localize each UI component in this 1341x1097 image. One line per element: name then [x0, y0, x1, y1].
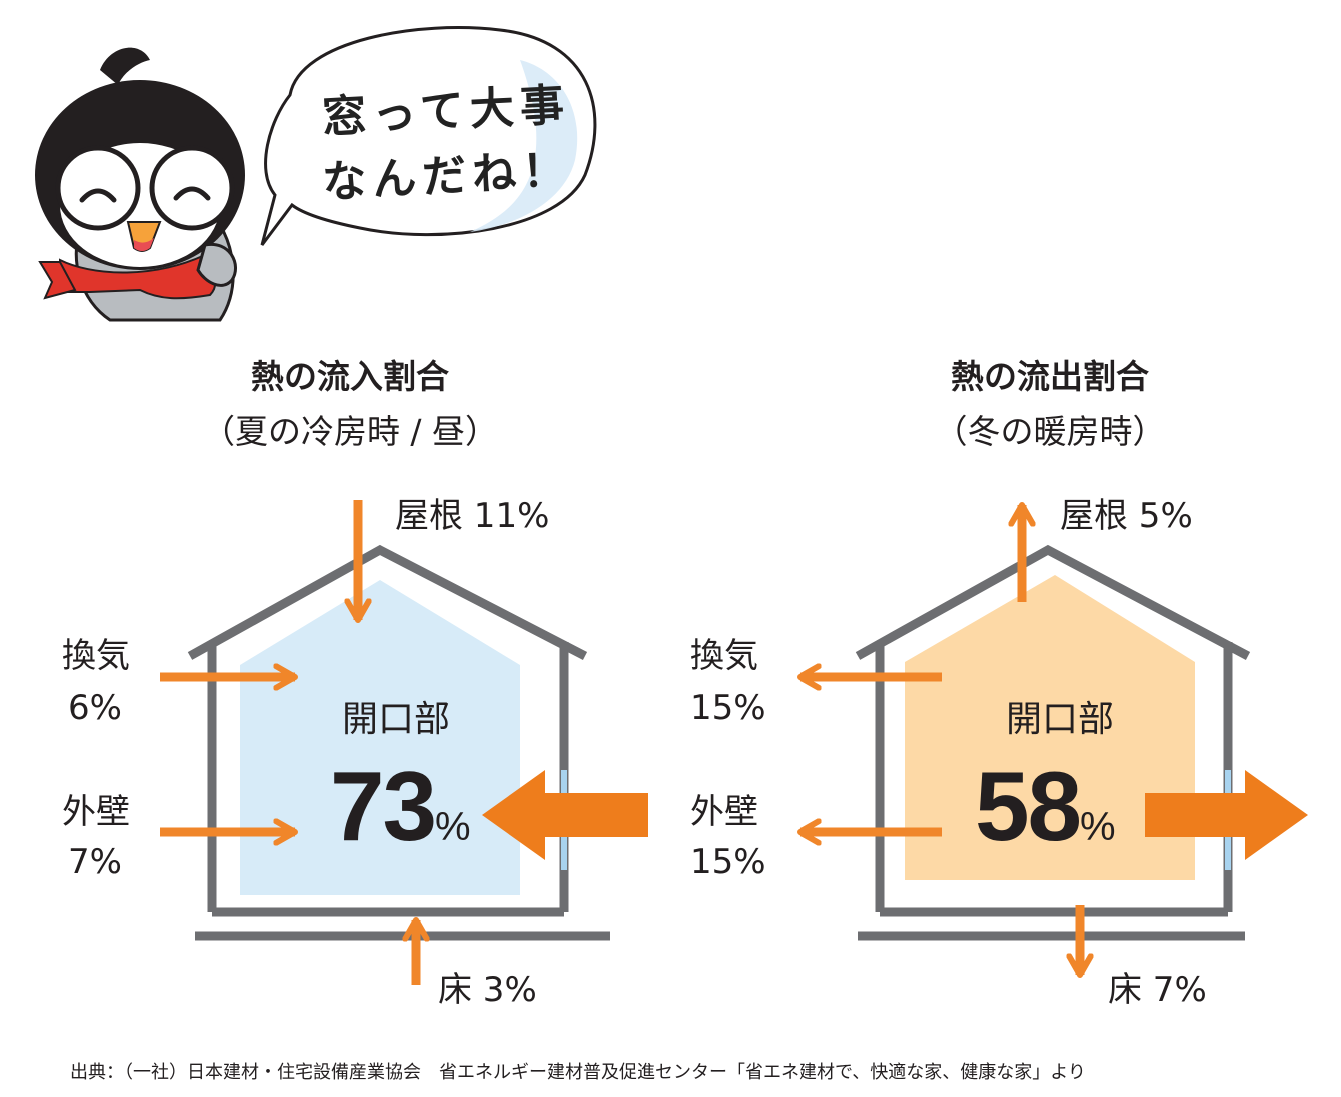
winter-roof-label: 屋根 5%	[1060, 496, 1193, 536]
summer-opening-arrow	[482, 770, 648, 860]
bubble-line-2: なんだね！	[321, 144, 574, 209]
summer-title: 熱の流入割合	[251, 357, 449, 396]
speech-bubble	[260, 26, 597, 246]
source-credit: 出典：（一社）日本建材・住宅設備産業協会 省エネルギー建材普及促進センター「省エ…	[70, 1062, 1086, 1083]
summer-subtitle: （夏の冷房時 / 昼）	[201, 412, 499, 451]
summer-roof-label: 屋根 11%	[395, 496, 550, 536]
winter-interior	[905, 575, 1195, 880]
winter-ventilation-label: 換気	[690, 636, 758, 676]
winter-ventilation-value: 15%	[690, 688, 766, 728]
winter-wall-label: 外壁	[690, 792, 758, 832]
summer-opening-value: 73%	[330, 751, 471, 861]
bubble-line-1: 窓って大事	[321, 79, 572, 144]
summer-wall-value: 7%	[68, 842, 122, 882]
summer-ventilation-label: 換気	[62, 636, 130, 676]
penguin-mascot	[35, 26, 597, 322]
summer-house-diagram	[160, 500, 648, 985]
winter-title: 熱の流出割合	[951, 357, 1149, 396]
winter-subtitle: （冬の暖房時）	[934, 412, 1166, 451]
summer-wall-label: 外壁	[62, 792, 130, 832]
summer-opening-label: 開口部	[341, 699, 450, 740]
summer-ventilation-value: 6%	[68, 688, 122, 728]
summer-interior	[240, 580, 520, 895]
winter-opening-value: 58%	[975, 751, 1116, 861]
winter-opening-arrow	[1145, 770, 1308, 860]
winter-house-diagram	[670, 480, 1308, 1020]
winter-floor-label: 床 7%	[1108, 970, 1207, 1010]
winter-wall-value: 15%	[690, 842, 766, 882]
summer-floor-label: 床 3%	[438, 970, 537, 1010]
winter-opening-label: 開口部	[1005, 699, 1114, 740]
